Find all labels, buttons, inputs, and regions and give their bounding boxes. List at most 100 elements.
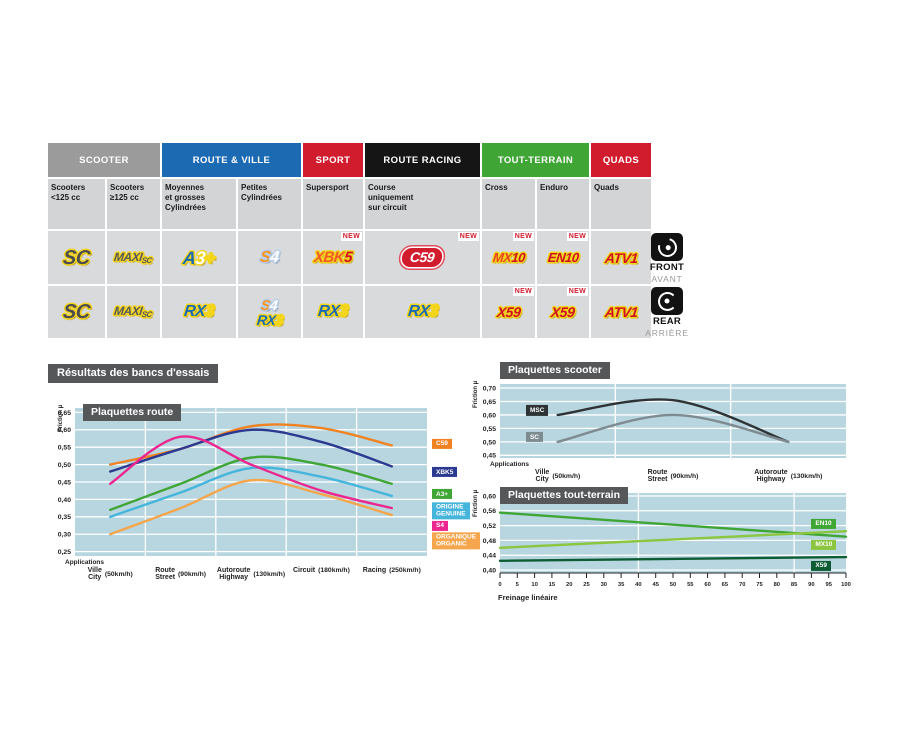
- series-line-origine-genuine: [109, 466, 393, 519]
- x-category-label: Ville City (50km/h): [87, 567, 133, 582]
- legend-s4: S4: [432, 520, 448, 531]
- legend-en10: EN10: [811, 518, 836, 529]
- product-cell-front: ATV1: [591, 231, 651, 284]
- x-axis-title: Freinage linéaire: [498, 593, 558, 602]
- series-line-c59: [109, 423, 393, 466]
- x-tick-label: 65: [722, 582, 729, 588]
- legend-c59: C59: [432, 438, 452, 449]
- legend-a3-: A3+: [432, 489, 453, 500]
- subheader-cell: Course uniquement sur circuit: [365, 179, 480, 229]
- front-label-fr: AVANT: [651, 274, 683, 284]
- chart-plaquettes-route: Plaquettes route 0,25 0,30 0,35 0,40 0,45 0,5…: [55, 398, 515, 598]
- x-tick-label: 75: [756, 582, 763, 588]
- chart-tt-title: Plaquettes tout-terrain: [500, 487, 629, 504]
- y-tick-label: 0,35: [58, 514, 71, 521]
- series-line-a3-: [109, 455, 393, 512]
- category-header-quads: QUADS: [591, 143, 651, 177]
- product-cell-rear: NEW X59: [537, 286, 589, 338]
- subheader-cell: Scooters ≥125 cc: [107, 179, 160, 229]
- subheader-cell: Supersport: [303, 179, 363, 229]
- new-badge: NEW: [512, 287, 534, 296]
- chart-svg-route: 0,25 0,30 0,35 0,40 0,45 0,50 0,55 0,60 0,65Fric…: [58, 404, 427, 556]
- logo-maxisc: MAXISC: [113, 249, 153, 265]
- y-tick-label: 0,45: [483, 453, 496, 460]
- product-cell-front: NEW EN10: [537, 231, 589, 284]
- subheader-cell: Cross: [482, 179, 535, 229]
- new-badge: NEW: [566, 287, 588, 296]
- product-cell-front: NEW C59: [365, 231, 480, 284]
- y-tick-label: 0,56: [483, 508, 496, 515]
- applications-label: Applications: [490, 461, 530, 468]
- y-axis-label: Friction µ: [473, 489, 479, 517]
- y-tick-label: 0,40: [483, 567, 496, 574]
- logo-sc: SC: [61, 246, 92, 269]
- x-tick-label: 80: [774, 582, 780, 588]
- y-axis-label: Friction µ: [473, 380, 479, 408]
- product-cell-front: A3+: [162, 231, 236, 284]
- subheader-cell: Scooters <125 cc: [48, 179, 105, 229]
- series-line-sc: [556, 413, 790, 444]
- y-tick-label: 0,50: [58, 462, 71, 469]
- product-cell-front: S4: [238, 231, 301, 284]
- x-tick-label: 30: [601, 582, 607, 588]
- rear-label: REAR: [652, 316, 682, 327]
- chart-route-title: Plaquettes route: [83, 404, 182, 421]
- x-tick-label: 90: [808, 582, 814, 588]
- chart-scooter-title: Plaquettes scooter: [500, 362, 610, 379]
- logo-s4: S4: [260, 296, 279, 313]
- rear-brake-disc-icon: [651, 287, 683, 315]
- logo-mx10: MX10: [491, 250, 526, 265]
- logo-s4: S4: [259, 248, 280, 266]
- y-tick-label: 0,60: [58, 427, 71, 434]
- logo-xbk5: XBK5: [313, 249, 353, 266]
- applications-label: Applications: [65, 559, 105, 566]
- legend-mx10: MX10: [811, 539, 837, 550]
- y-tick-label: 0,48: [483, 538, 496, 545]
- y-axis-label: Friction µ: [58, 404, 64, 432]
- logo-x59: X59: [550, 304, 576, 320]
- legend-xbk5: XBK5: [432, 467, 458, 478]
- series-line-en10: [498, 511, 848, 538]
- x-category-label: Ville City (50km/h): [535, 469, 581, 484]
- product-cell-rear: SC: [48, 286, 105, 338]
- y-tick-label: 0,52: [483, 523, 496, 530]
- logo-x59: X59: [495, 304, 522, 320]
- series-line-mx10: [498, 529, 848, 550]
- x-tick-label: 40: [635, 582, 641, 588]
- x-tick-label: 10: [531, 582, 537, 588]
- logo-rx3: RX3: [255, 311, 284, 328]
- new-badge: NEW: [512, 232, 534, 241]
- logo-en10: EN10: [546, 250, 580, 265]
- product-cell-front: NEW MX10: [482, 231, 535, 284]
- legend-msc: MSC: [525, 405, 549, 416]
- product-cell-rear: MAXISC: [107, 286, 160, 338]
- category-header-scooter: SCOOTER: [48, 143, 160, 177]
- product-cell-rear: RX3: [303, 286, 363, 338]
- front-axle-block: FRONT AVANT: [638, 233, 696, 284]
- series-line-organique-organic: [109, 478, 393, 536]
- series-line-s4: [109, 435, 393, 510]
- series-line-xbk5: [109, 428, 393, 473]
- logo-rx3: RX3: [317, 303, 349, 320]
- x-tick-label: 70: [739, 582, 745, 588]
- x-tick-label: 50: [670, 582, 676, 588]
- product-cell-front: MAXISC: [107, 231, 160, 284]
- chart-plaquettes-scooter: Plaquettes scooter 0,45 0,50 0,55 0,60 0,65 0…: [470, 362, 880, 487]
- x-category-label: Route Street (90km/h): [647, 469, 699, 484]
- product-range-table: SCOOTER ROUTE & VILLE SPORT ROUTE RACING TOU…: [48, 143, 651, 338]
- x-tick-label: 100: [841, 582, 851, 588]
- x-tick-label: 60: [704, 582, 710, 588]
- subheader-cell: Moyennes et grosses Cylindrées: [162, 179, 236, 229]
- y-tick-label: 0,60: [483, 412, 496, 419]
- x-category-label: Autoroute Highway (130km/h): [216, 567, 286, 582]
- product-cell-rear: RX3: [162, 286, 236, 338]
- logo-c59: C59: [401, 248, 444, 267]
- category-header-sport: SPORT: [303, 143, 363, 177]
- y-tick-label: 0,25: [58, 549, 71, 556]
- legend-organique-organic: ORGANIQUE ORGANIC: [432, 531, 481, 550]
- x-tick-label: 5: [516, 582, 520, 588]
- logo-rx3: RX3: [406, 303, 439, 320]
- logo-rx3: RX3: [183, 303, 215, 320]
- front-label: FRONT: [649, 262, 685, 273]
- product-cell-rear: RX3: [365, 286, 480, 338]
